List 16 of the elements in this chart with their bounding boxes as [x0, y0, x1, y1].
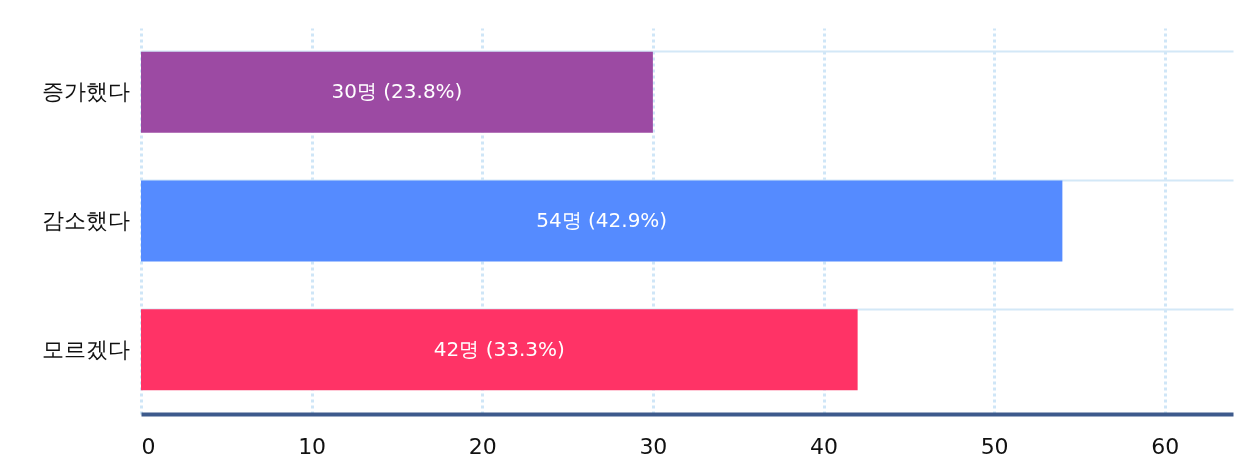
x-tick-label: 30 — [639, 433, 668, 459]
x-tick-label: 10 — [298, 433, 327, 459]
bar — [141, 309, 858, 391]
y-tick-label: 증가했다 — [41, 79, 130, 105]
y-tick-label: 모르겠다 — [41, 336, 130, 362]
y-tick-label: 감소했다 — [41, 208, 130, 233]
x-tick-label: 0 — [141, 433, 156, 459]
x-tick-label: 50 — [980, 433, 1009, 459]
bar — [141, 180, 1063, 262]
data-label: 30명 (23.8%) — [331, 79, 463, 104]
x-tick-label: 60 — [1151, 433, 1180, 459]
data-label: 42명 (33.3%) — [433, 336, 565, 361]
x-tick-label: 20 — [468, 433, 497, 459]
data-label: 54명 (42.9%) — [536, 208, 668, 232]
x-tick-label: 40 — [810, 433, 838, 459]
bar — [141, 51, 653, 133]
